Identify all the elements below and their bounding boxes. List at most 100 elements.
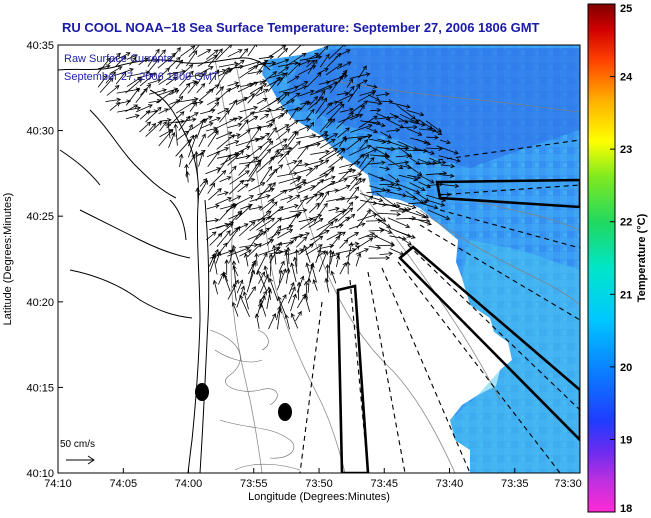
current-vector-head xyxy=(361,178,367,183)
current-vector xyxy=(226,85,240,93)
current-vector-head xyxy=(330,270,335,276)
current-vector-head xyxy=(214,204,220,209)
current-vector-head xyxy=(415,160,421,165)
current-vector xyxy=(311,264,317,282)
current-vector-head xyxy=(337,63,343,68)
current-vector xyxy=(159,121,167,132)
current-vector-head xyxy=(250,111,255,116)
current-vector-head xyxy=(277,305,282,311)
current-vector-head xyxy=(257,302,263,308)
current-vector xyxy=(416,138,431,145)
current-vector xyxy=(358,115,378,128)
current-vector-head xyxy=(257,269,262,275)
current-vector-head xyxy=(330,175,336,180)
current-vector-head xyxy=(417,131,423,136)
current-vector-head xyxy=(263,59,269,64)
current-vector-head xyxy=(305,262,310,268)
current-vector xyxy=(395,217,416,220)
current-vector-head xyxy=(385,166,391,171)
current-vector-head xyxy=(295,194,301,199)
current-vector-head xyxy=(161,49,166,54)
current-vector-head xyxy=(433,205,439,210)
current-vector xyxy=(337,185,351,192)
current-vector xyxy=(206,231,217,241)
current-vector xyxy=(368,94,380,101)
current-vector-head xyxy=(268,140,274,146)
current-vector xyxy=(337,127,350,139)
current-vector-head xyxy=(136,106,142,111)
current-vector-head xyxy=(319,159,325,164)
current-vector-head xyxy=(218,48,223,54)
current-vector xyxy=(275,99,295,110)
current-vector xyxy=(97,57,111,74)
current-vector xyxy=(328,156,344,168)
current-vector xyxy=(277,92,290,104)
current-vector xyxy=(249,206,262,210)
current-vector-head xyxy=(429,179,435,184)
current-vector xyxy=(356,209,371,229)
current-vector-head xyxy=(317,248,322,254)
current-vector xyxy=(266,289,271,309)
current-vector xyxy=(199,88,214,101)
current-vector-head xyxy=(296,178,301,183)
current-vector-head xyxy=(176,47,181,52)
current-vector-head xyxy=(330,180,336,186)
current-vector xyxy=(307,278,310,293)
current-vector-head xyxy=(193,112,199,117)
current-vector xyxy=(277,225,293,232)
current-vector xyxy=(207,48,223,67)
station-marker-1 xyxy=(195,383,209,401)
current-vector-head xyxy=(363,79,368,84)
current-vector xyxy=(405,210,426,218)
current-vector xyxy=(415,162,437,164)
current-vector-head xyxy=(129,68,134,73)
current-vector-head xyxy=(325,263,330,269)
current-vector-head xyxy=(238,115,243,121)
current-vector-head xyxy=(216,116,221,122)
current-vector xyxy=(269,242,282,264)
current-vector xyxy=(319,139,336,149)
current-vector xyxy=(348,223,366,230)
current-vector xyxy=(327,103,345,122)
current-vector xyxy=(369,185,386,191)
current-vector xyxy=(223,274,231,292)
current-vector-head xyxy=(167,117,172,123)
current-vector-head xyxy=(437,130,443,136)
current-vector xyxy=(376,113,391,120)
current-vector-head xyxy=(355,160,361,166)
current-vector xyxy=(227,123,242,128)
current-vector-head xyxy=(310,59,315,65)
current-vector-head xyxy=(381,122,386,128)
current-vector-head xyxy=(303,244,308,250)
current-vector xyxy=(309,96,318,106)
current-vector xyxy=(317,68,329,74)
current-vector-head xyxy=(345,184,351,190)
current-vector xyxy=(237,183,249,193)
current-vector xyxy=(245,253,249,267)
current-vector xyxy=(397,141,418,151)
current-vector xyxy=(346,137,362,151)
current-vector-head xyxy=(263,265,268,271)
current-vector-head xyxy=(377,218,383,223)
current-vector-head xyxy=(313,59,318,64)
current-vector-head xyxy=(450,163,456,169)
current-vector xyxy=(233,261,237,285)
current-vector xyxy=(136,104,153,113)
current-vector xyxy=(348,145,371,156)
current-vector-head xyxy=(344,45,346,48)
current-vector xyxy=(417,173,435,184)
current-vector-head xyxy=(253,116,259,121)
current-vector-head xyxy=(285,267,291,273)
current-vector-head xyxy=(135,87,140,93)
current-vector-head xyxy=(338,75,344,80)
current-vector xyxy=(278,176,302,184)
current-vector xyxy=(243,291,249,310)
current-vector-head xyxy=(282,294,287,299)
current-vector-head xyxy=(302,181,307,186)
colorbar-tick-label: 25 xyxy=(620,3,632,15)
current-vector xyxy=(359,157,375,174)
current-vector xyxy=(347,242,353,263)
current-vector-head xyxy=(390,243,396,248)
current-vector xyxy=(269,278,279,302)
current-vector-head xyxy=(290,312,295,318)
